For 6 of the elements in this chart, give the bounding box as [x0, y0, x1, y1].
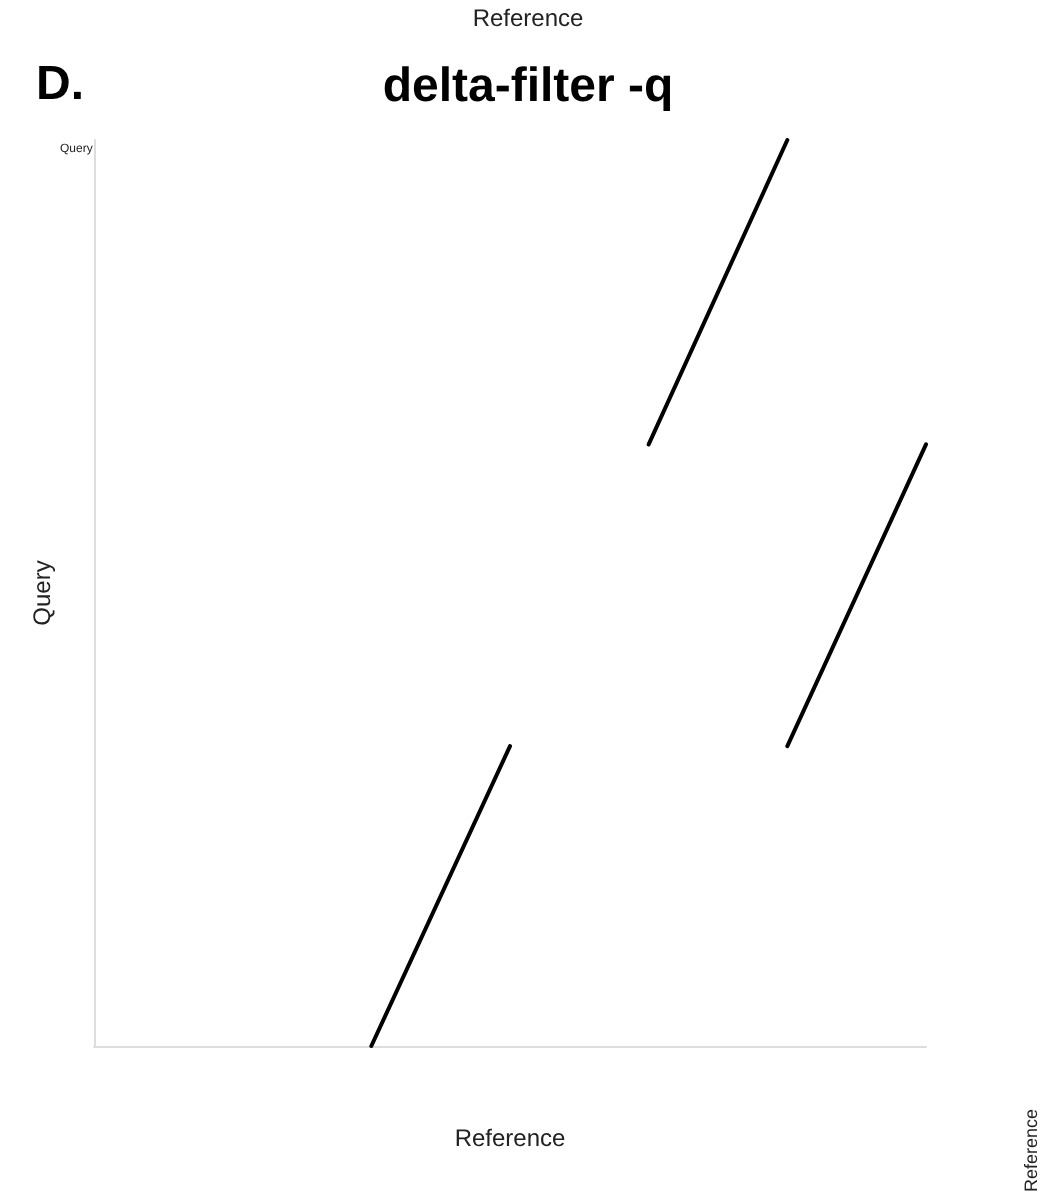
y-axis-title: Query — [28, 560, 56, 626]
chart-title: delta-filter -q — [382, 59, 674, 113]
text: Reference — [1021, 1108, 1041, 1192]
text: Reference — [472, 4, 585, 32]
text: D. — [36, 57, 84, 111]
x-axis-title: Reference — [454, 1124, 567, 1152]
